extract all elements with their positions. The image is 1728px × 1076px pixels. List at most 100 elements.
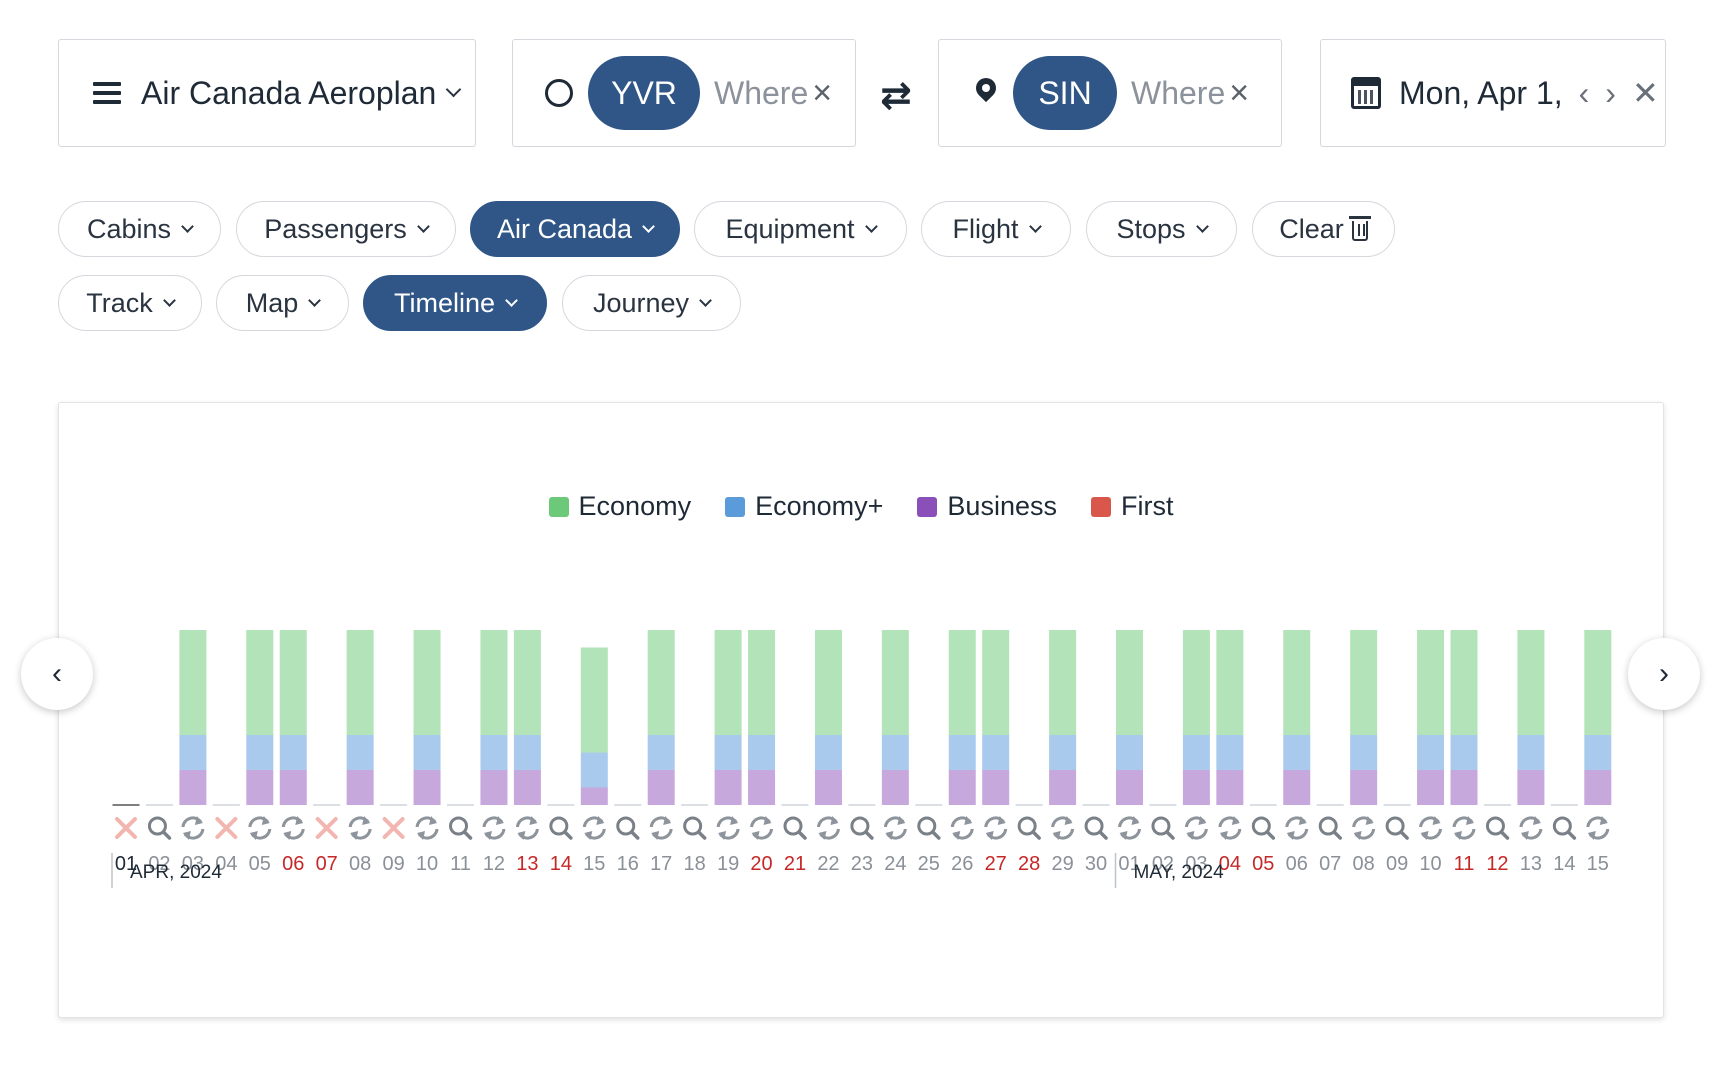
view-map[interactable]: Map (216, 275, 349, 331)
legend-business[interactable]: Business (917, 491, 1057, 522)
bar-segment-business[interactable] (279, 770, 307, 805)
bar-segment-economy[interactable] (1517, 630, 1545, 735)
bar-segment-business[interactable] (982, 770, 1010, 805)
bar-segment-economy-plus[interactable] (1049, 735, 1077, 770)
date-label[interactable]: Mon, Apr 1, (1399, 74, 1563, 111)
bar-segment-business[interactable] (1116, 770, 1143, 805)
bar-segment-economy-plus[interactable] (1216, 735, 1244, 770)
program-selector[interactable]: Air Canada Aeroplan (58, 39, 476, 147)
bar-segment-business[interactable] (881, 770, 909, 805)
bar-segment-economy[interactable] (513, 630, 541, 735)
bar-segment-economy[interactable] (1417, 630, 1445, 735)
bar-segment-economy[interactable] (748, 630, 776, 735)
bar-segment-economy[interactable] (814, 630, 842, 735)
bar-segment-business[interactable] (580, 787, 608, 806)
filter-airline[interactable]: Air Canada (470, 201, 680, 257)
bar-segment-economy-plus[interactable] (714, 735, 742, 770)
bar-segment-business[interactable] (1517, 770, 1545, 805)
bar-segment-business[interactable] (480, 770, 508, 805)
filter-stops[interactable]: Stops (1086, 201, 1237, 257)
bar-segment-economy-plus[interactable] (1517, 735, 1545, 770)
chart-prev-button[interactable]: ‹ (21, 638, 93, 710)
bar-segment-business[interactable] (1584, 770, 1612, 805)
view-journey[interactable]: Journey (562, 275, 741, 331)
legend-economy-plus[interactable]: Economy+ (725, 491, 883, 522)
bar-segment-economy[interactable] (1049, 630, 1077, 735)
bar-segment-economy-plus[interactable] (1450, 735, 1478, 770)
bar-segment-business[interactable] (1216, 770, 1244, 805)
destination-input[interactable]: Where (1131, 74, 1226, 111)
bar-segment-economy-plus[interactable] (179, 735, 207, 770)
bar-segment-economy-plus[interactable] (346, 735, 374, 770)
bar-segment-economy-plus[interactable] (1283, 735, 1311, 770)
bar-segment-business[interactable] (1049, 770, 1077, 805)
clear-filters-button[interactable]: Clear (1252, 201, 1395, 257)
bar-segment-economy-plus[interactable] (748, 735, 776, 770)
origin-code-pill[interactable]: YVR (588, 56, 700, 130)
bar-segment-business[interactable] (1350, 770, 1378, 805)
filter-equipment[interactable]: Equipment (694, 201, 907, 257)
clear-destination-icon[interactable]: × (1229, 74, 1250, 112)
view-track[interactable]: Track (58, 275, 202, 331)
bar-segment-economy[interactable] (279, 630, 307, 735)
bar-segment-economy[interactable] (1350, 630, 1378, 735)
bar-segment-economy[interactable] (246, 630, 274, 735)
legend-economy[interactable]: Economy (548, 491, 691, 522)
bar-segment-economy[interactable] (1584, 630, 1612, 735)
date-field[interactable]: Mon, Apr 1, ‹ › ✕ (1320, 39, 1666, 147)
bar-segment-economy[interactable] (1216, 630, 1244, 735)
bar-segment-economy[interactable] (1116, 630, 1143, 735)
bar-segment-economy-plus[interactable] (881, 735, 909, 770)
bar-segment-business[interactable] (246, 770, 274, 805)
bar-segment-business[interactable] (346, 770, 374, 805)
destination-field[interactable]: SIN Where × (938, 39, 1282, 147)
bar-segment-economy[interactable] (714, 630, 742, 735)
bar-segment-business[interactable] (1417, 770, 1445, 805)
filter-cabins[interactable]: Cabins (58, 201, 221, 257)
clear-date-icon[interactable]: ✕ (1631, 75, 1659, 111)
bar-segment-business[interactable] (748, 770, 776, 805)
bar-segment-business[interactable] (814, 770, 842, 805)
next-date-icon[interactable]: › (1605, 74, 1616, 111)
bar-segment-economy-plus[interactable] (1116, 735, 1143, 770)
origin-input[interactable]: Where (714, 74, 809, 111)
swap-icon[interactable]: ⇄ (880, 75, 912, 117)
bar-segment-economy[interactable] (1283, 630, 1311, 735)
bar-segment-business[interactable] (413, 770, 441, 805)
prev-date-icon[interactable]: ‹ (1578, 74, 1590, 111)
bar-segment-business[interactable] (1450, 770, 1478, 805)
bar-segment-economy-plus[interactable] (647, 735, 675, 770)
bar-segment-business[interactable] (1283, 770, 1311, 805)
legend-first[interactable]: First (1090, 491, 1173, 522)
bar-segment-business[interactable] (948, 770, 976, 805)
bar-segment-economy-plus[interactable] (580, 752, 608, 788)
bar-segment-economy-plus[interactable] (246, 735, 274, 770)
destination-code-pill[interactable]: SIN (1013, 56, 1117, 130)
bar-segment-business[interactable] (1182, 770, 1210, 805)
bar-segment-economy-plus[interactable] (1584, 735, 1612, 770)
bar-segment-economy[interactable] (179, 630, 207, 735)
bar-segment-economy[interactable] (346, 630, 374, 735)
bar-segment-business[interactable] (513, 770, 541, 805)
bar-segment-economy-plus[interactable] (948, 735, 976, 770)
bar-segment-economy-plus[interactable] (982, 735, 1010, 770)
clear-origin-icon[interactable]: × (812, 74, 833, 112)
bar-segment-economy[interactable] (948, 630, 976, 735)
bar-segment-economy[interactable] (881, 630, 909, 735)
bar-segment-economy-plus[interactable] (480, 735, 508, 770)
bar-segment-economy-plus[interactable] (413, 735, 441, 770)
view-timeline[interactable]: Timeline (363, 275, 547, 331)
bar-segment-economy[interactable] (580, 647, 608, 753)
bar-segment-economy[interactable] (1450, 630, 1478, 735)
bar-segment-business[interactable] (714, 770, 742, 805)
bar-segment-economy-plus[interactable] (1350, 735, 1378, 770)
bar-segment-economy[interactable] (480, 630, 508, 735)
bar-segment-economy-plus[interactable] (1182, 735, 1210, 770)
filter-flight[interactable]: Flight (921, 201, 1071, 257)
chart-next-button[interactable]: › (1628, 638, 1700, 710)
bar-segment-economy[interactable] (982, 630, 1010, 735)
bar-segment-economy-plus[interactable] (1417, 735, 1445, 770)
bar-segment-economy[interactable] (647, 630, 675, 735)
bar-segment-business[interactable] (647, 770, 675, 805)
bar-segment-economy-plus[interactable] (279, 735, 307, 770)
